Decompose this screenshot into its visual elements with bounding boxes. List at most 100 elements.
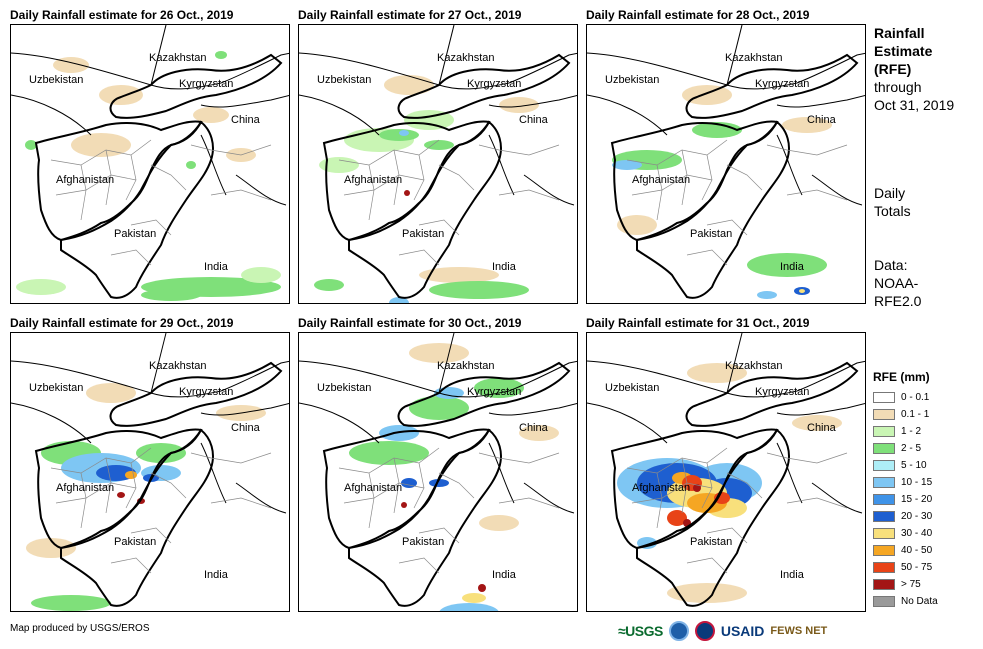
data-line: Data:: [874, 257, 908, 273]
daily-line: Daily: [874, 185, 906, 201]
legend-swatch: [873, 443, 895, 454]
usaid-logo: USAID: [720, 623, 765, 639]
panel-title: Daily Rainfall estimate for 30 Oct., 201…: [298, 316, 522, 330]
usaid-seal-logo: [694, 621, 715, 641]
rainfall-layer: [314, 75, 539, 303]
rain-patch: [16, 279, 66, 295]
legend-item: 10 - 15: [873, 474, 978, 491]
rain-patch: [399, 130, 409, 136]
daily-line: Totals: [874, 203, 911, 219]
rain-patch: [117, 492, 125, 498]
map-label-pakistan: Pakistan: [690, 536, 732, 548]
map-label-pakistan: Pakistan: [402, 228, 444, 240]
legend-item: 0 - 0.1: [873, 389, 978, 406]
map-label-afghanistan: Afghanistan: [632, 482, 690, 494]
map-label-kazakhstan: Kazakhstan: [149, 52, 206, 64]
title-line: Rainfall: [874, 25, 925, 41]
map-label-china: China: [231, 114, 261, 126]
legend-label: No Data: [901, 596, 938, 607]
side-daily: Daily Totals: [874, 184, 911, 220]
rainfall-layer: [612, 85, 832, 299]
rain-patch: [99, 85, 143, 105]
legend-label: > 75: [901, 579, 921, 590]
legend-swatch: [873, 545, 895, 556]
panel-title: Daily Rainfall estimate for 28 Oct., 201…: [586, 8, 810, 22]
map-label-pakistan: Pakistan: [114, 228, 156, 240]
through-line: through: [874, 79, 922, 95]
legend-swatch: [873, 392, 895, 403]
through-line: Oct 31, 2019: [874, 97, 955, 113]
rain-patch: [519, 425, 559, 441]
legend-swatch: [873, 426, 895, 437]
map-label-afghanistan: Afghanistan: [344, 482, 402, 494]
map-label-kazakhstan: Kazakhstan: [725, 52, 782, 64]
legend: RFE (mm) 0 - 0.1 0.1 - 1 1 - 2 2 - 5 5 - 10 1…: [873, 370, 978, 610]
rain-patch: [404, 190, 410, 196]
rain-patch: [747, 253, 827, 277]
rain-patch: [86, 383, 136, 403]
map-label-india: India: [204, 261, 229, 273]
data-line: NOAA-: [874, 275, 919, 291]
rain-patch: [474, 378, 524, 398]
map-label-uzbekistan: Uzbekistan: [605, 74, 659, 86]
panel-title: Daily Rainfall estimate for 26 Oct., 201…: [10, 8, 234, 22]
rain-patch: [26, 538, 76, 558]
noaa-logo: [668, 621, 689, 641]
legend-swatch: [873, 579, 895, 590]
legend-swatch: [873, 528, 895, 539]
map-label-china: China: [807, 422, 837, 434]
map-label-kyrgyzstan: Kyrgyzstan: [467, 78, 521, 90]
legend-label: 40 - 50: [901, 545, 933, 556]
panel-title: Daily Rainfall estimate for 31 Oct., 201…: [586, 316, 810, 330]
rain-patch: [757, 291, 777, 299]
legend-item: 15 - 20: [873, 491, 978, 508]
rain-patch: [667, 510, 687, 526]
legend-item: No Data: [873, 593, 978, 610]
side-title: Rainfall Estimate (RFE) through Oct 31, …: [874, 24, 954, 114]
legend-item: 30 - 40: [873, 525, 978, 542]
usgs-logo: ≈USGS: [618, 623, 663, 639]
map-label-pakistan: Pakistan: [402, 536, 444, 548]
legend-label: 20 - 30: [901, 511, 933, 522]
legend-label: 50 - 75: [901, 562, 933, 573]
legend-swatch: [873, 477, 895, 488]
rain-patch: [71, 133, 131, 157]
legend-swatch: [873, 511, 895, 522]
legend-label: 30 - 40: [901, 528, 933, 539]
basemap-borders: [11, 25, 289, 299]
side-data: Data: NOAA- RFE2.0: [874, 256, 921, 310]
rain-patch: [693, 484, 701, 492]
legend-swatch: [873, 562, 895, 573]
rain-patch: [314, 279, 344, 291]
legend-label: 1 - 2: [901, 426, 922, 437]
rain-patch: [462, 593, 486, 603]
map: Kazakhstan Uzbekistan Kyrgyzstan China Afgha…: [298, 24, 578, 304]
legend-label: 0 - 0.1: [901, 392, 930, 403]
map-label-uzbekistan: Uzbekistan: [317, 382, 371, 394]
rainfall-layer: [16, 51, 281, 301]
rain-patch: [617, 215, 657, 235]
map-label-kyrgyzstan: Kyrgyzstan: [179, 386, 233, 398]
legend-title: RFE (mm): [873, 370, 930, 384]
legend-label: 10 - 15: [901, 477, 933, 488]
map-label-kazakhstan: Kazakhstan: [437, 360, 494, 372]
panel-title: Daily Rainfall estimate for 27 Oct., 201…: [298, 8, 522, 22]
map-label-china: China: [807, 114, 837, 126]
rain-patch: [667, 583, 747, 603]
map-label-kazakhstan: Kazakhstan: [149, 360, 206, 372]
map-label-kyrgyzstan: Kyrgyzstan: [755, 78, 809, 90]
rainfall-map: Kazakhstan Uzbekistan Kyrgyzstan China Afgha…: [587, 333, 865, 607]
rainfall-map: Kazakhstan Uzbekistan Kyrgyzstan China Afgha…: [299, 25, 577, 303]
rain-patch: [424, 140, 454, 150]
map-label-india: India: [492, 569, 517, 581]
rain-patch: [319, 157, 359, 173]
rain-patch: [419, 267, 499, 283]
map: Kazakhstan Uzbekistan Kyrgyzstan China Afgha…: [586, 332, 866, 612]
map-label-kazakhstan: Kazakhstan: [437, 52, 494, 64]
rain-patch: [401, 502, 407, 508]
rain-patch: [799, 289, 805, 293]
basemap-borders: [299, 333, 577, 607]
rain-patch: [792, 415, 842, 431]
rain-patch: [682, 85, 732, 105]
credit: Map produced by USGS/EROS: [10, 623, 150, 634]
